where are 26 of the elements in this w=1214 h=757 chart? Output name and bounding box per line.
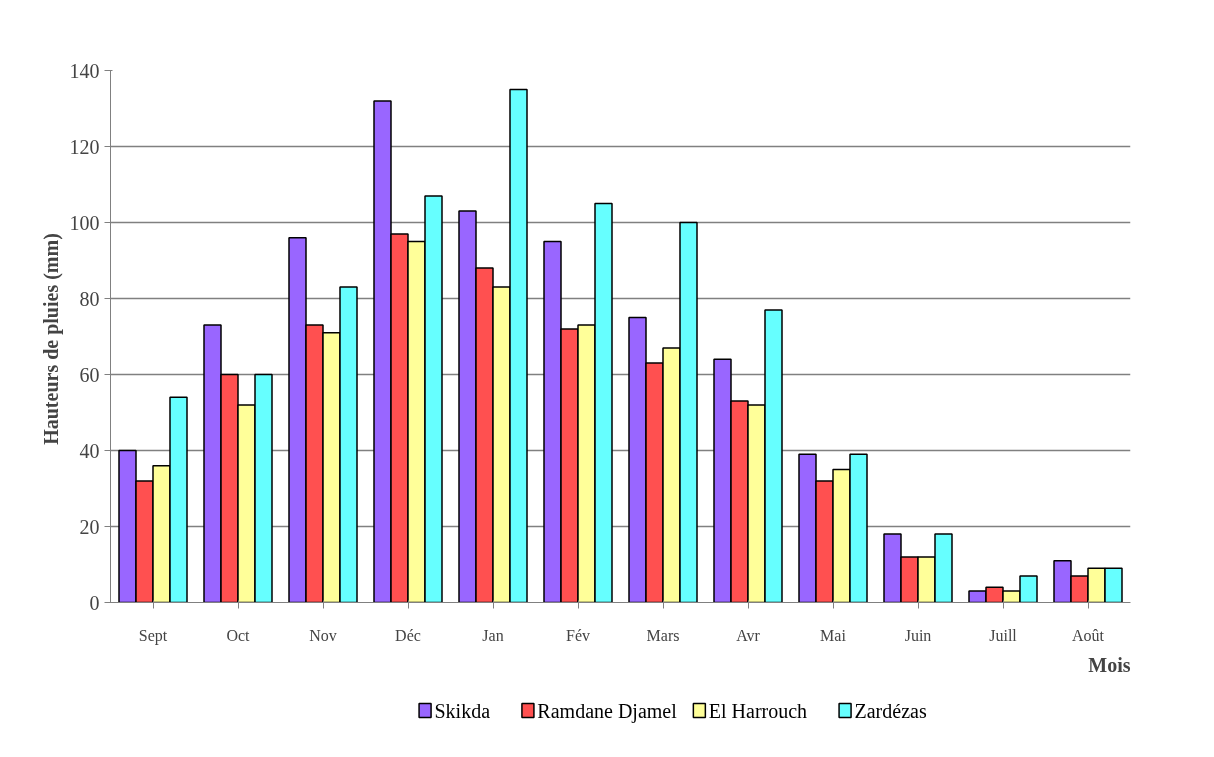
y-tick-label: 100 xyxy=(69,211,100,234)
y-tick-label: 20 xyxy=(79,515,100,538)
x-tick-label: Oct xyxy=(226,626,251,644)
legend-label: Skikda xyxy=(434,699,491,722)
x-tick-label: Avr xyxy=(736,626,761,644)
legend-label: Zardézas xyxy=(854,699,927,722)
x-tick-label: Mai xyxy=(820,626,847,644)
x-axis-title: Mois xyxy=(1088,653,1131,676)
x-tick-label: Fév xyxy=(566,626,590,644)
y-tick-label: 80 xyxy=(79,287,100,310)
x-tick-label: Nov xyxy=(309,626,337,644)
y-axis-title: Hauteurs de pluies (mm) xyxy=(39,233,63,445)
x-tick-label: Sept xyxy=(138,626,168,645)
x-tick-label: Jan xyxy=(482,626,504,644)
x-tick-label: Juill xyxy=(989,626,1018,644)
y-tick-label: 60 xyxy=(79,363,100,386)
x-tick-label: Mars xyxy=(646,626,680,644)
x-tick-label: Déc xyxy=(395,626,421,644)
legend-label: Ramdane Djamel xyxy=(537,699,678,723)
y-tick-label: 120 xyxy=(69,135,100,158)
x-tick-label: Juin xyxy=(904,626,932,644)
y-tick-label: 0 xyxy=(89,591,100,614)
y-tick-label: 40 xyxy=(79,439,100,462)
y-tick-label: 140 xyxy=(69,59,100,82)
legend-label: El Harrouch xyxy=(708,699,808,722)
x-tick-label: Août xyxy=(1072,626,1105,644)
